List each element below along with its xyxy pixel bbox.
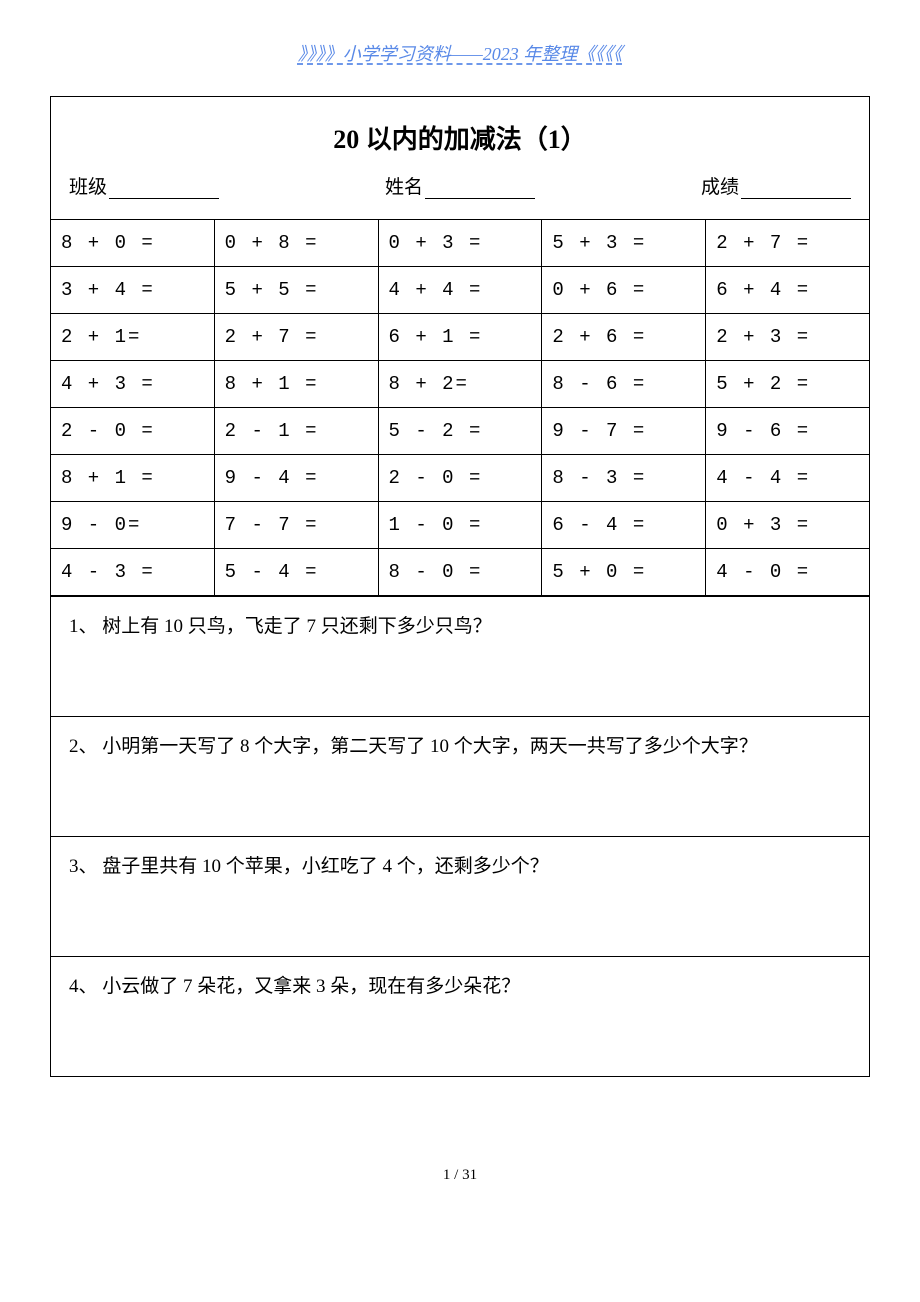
class-label: 班级 [69, 172, 107, 199]
calc-cell: 9 - 0= [51, 502, 214, 549]
calc-cell: 4 + 4 = [378, 267, 542, 314]
calc-cell: 2 + 1= [51, 314, 214, 361]
calc-cell: 8 + 2= [378, 361, 542, 408]
calc-cell: 8 - 3 = [542, 455, 706, 502]
calc-cell: 0 + 3 = [378, 220, 542, 267]
class-input-line[interactable] [109, 179, 219, 199]
header-banner: 》》》》小学学习资料——2023 年整理《《《《 [50, 40, 870, 66]
calc-cell: 6 + 4 = [706, 267, 869, 314]
calc-cell: 4 - 0 = [706, 549, 869, 596]
worksheet-page: 》》》》小学学习资料——2023 年整理《《《《 20 以内的加减法（1） 班级… [0, 0, 920, 1302]
calc-cell: 0 + 8 = [214, 220, 378, 267]
table-row: 4 - 3 = 5 - 4 = 8 - 0 = 5 + 0 = 4 - 0 = [51, 549, 869, 596]
calc-cell: 5 + 2 = [706, 361, 869, 408]
name-input-line[interactable] [425, 179, 535, 199]
header-banner-text: 》》》》小学学习资料——2023 年整理《《《《 [298, 44, 623, 64]
calc-cell: 5 - 4 = [214, 549, 378, 596]
calc-cell: 9 - 4 = [214, 455, 378, 502]
calc-cell: 1 - 0 = [378, 502, 542, 549]
table-row: 2 + 1= 2 + 7 = 6 + 1 = 2 + 6 = 2 + 3 = [51, 314, 869, 361]
calc-cell: 4 - 3 = [51, 549, 214, 596]
calc-cell: 5 - 2 = [378, 408, 542, 455]
calc-cell: 8 + 1 = [51, 455, 214, 502]
calc-cell: 7 - 7 = [214, 502, 378, 549]
worksheet-box: 20 以内的加减法（1） 班级 姓名 成绩 8 + 0 = 0 + 8 [50, 96, 870, 1077]
calc-cell: 8 + 1 = [214, 361, 378, 408]
name-field: 姓名 [385, 172, 535, 199]
score-field: 成绩 [701, 172, 851, 199]
calc-cell: 9 - 7 = [542, 408, 706, 455]
name-label: 姓名 [385, 172, 423, 199]
calc-cell: 9 - 6 = [706, 408, 869, 455]
calc-cell: 2 + 7 = [214, 314, 378, 361]
calc-cell: 4 - 4 = [706, 455, 869, 502]
calc-cell: 2 - 0 = [378, 455, 542, 502]
table-row: 4 + 3 = 8 + 1 = 8 + 2= 8 - 6 = 5 + 2 = [51, 361, 869, 408]
calc-cell: 2 - 0 = [51, 408, 214, 455]
calc-cell: 2 - 1 = [214, 408, 378, 455]
calc-cell: 0 + 3 = [706, 502, 869, 549]
score-input-line[interactable] [741, 179, 851, 199]
calc-cell: 6 + 1 = [378, 314, 542, 361]
calc-table: 8 + 0 = 0 + 8 = 0 + 3 = 5 + 3 = 2 + 7 = … [51, 219, 869, 596]
calc-cell: 2 + 7 = [706, 220, 869, 267]
word-problem-3: 3、 盘子里共有 10 个苹果，小红吃了 4 个，还剩多少个？ [51, 836, 869, 956]
title-row: 20 以内的加减法（1） [51, 97, 869, 166]
calc-cell: 8 + 0 = [51, 220, 214, 267]
info-row: 班级 姓名 成绩 [51, 166, 869, 219]
table-row: 2 - 0 = 2 - 1 = 5 - 2 = 9 - 7 = 9 - 6 = [51, 408, 869, 455]
calc-cell: 5 + 5 = [214, 267, 378, 314]
table-row: 9 - 0= 7 - 7 = 1 - 0 = 6 - 4 = 0 + 3 = [51, 502, 869, 549]
calc-cell: 8 - 6 = [542, 361, 706, 408]
score-label: 成绩 [701, 172, 739, 199]
word-problem-2: 2、 小明第一天写了 8 个大字，第二天写了 10 个大字，两天一共写了多少个大… [51, 716, 869, 836]
word-problems-section: 1、 树上有 10 只鸟，飞走了 7 只还剩下多少只鸟？ 2、 小明第一天写了 … [51, 596, 869, 1076]
page-number: 1 / 31 [50, 1167, 870, 1184]
word-problem-1: 1、 树上有 10 只鸟，飞走了 7 只还剩下多少只鸟？ [51, 596, 869, 716]
calc-cell: 3 + 4 = [51, 267, 214, 314]
calc-tbody: 8 + 0 = 0 + 8 = 0 + 3 = 5 + 3 = 2 + 7 = … [51, 220, 869, 596]
table-row: 3 + 4 = 5 + 5 = 4 + 4 = 0 + 6 = 6 + 4 = [51, 267, 869, 314]
calc-cell: 6 - 4 = [542, 502, 706, 549]
worksheet-title: 20 以内的加减法（1） [333, 125, 587, 154]
word-problem-4: 4、 小云做了 7 朵花，又拿来 3 朵，现在有多少朵花？ [51, 956, 869, 1076]
calc-cell: 8 - 0 = [378, 549, 542, 596]
table-row: 8 + 0 = 0 + 8 = 0 + 3 = 5 + 3 = 2 + 7 = [51, 220, 869, 267]
table-row: 8 + 1 = 9 - 4 = 2 - 0 = 8 - 3 = 4 - 4 = [51, 455, 869, 502]
calc-cell: 5 + 0 = [542, 549, 706, 596]
calc-cell: 2 + 3 = [706, 314, 869, 361]
calc-cell: 0 + 6 = [542, 267, 706, 314]
calc-cell: 4 + 3 = [51, 361, 214, 408]
calc-cell: 2 + 6 = [542, 314, 706, 361]
calc-cell: 5 + 3 = [542, 220, 706, 267]
class-field: 班级 [69, 172, 219, 199]
